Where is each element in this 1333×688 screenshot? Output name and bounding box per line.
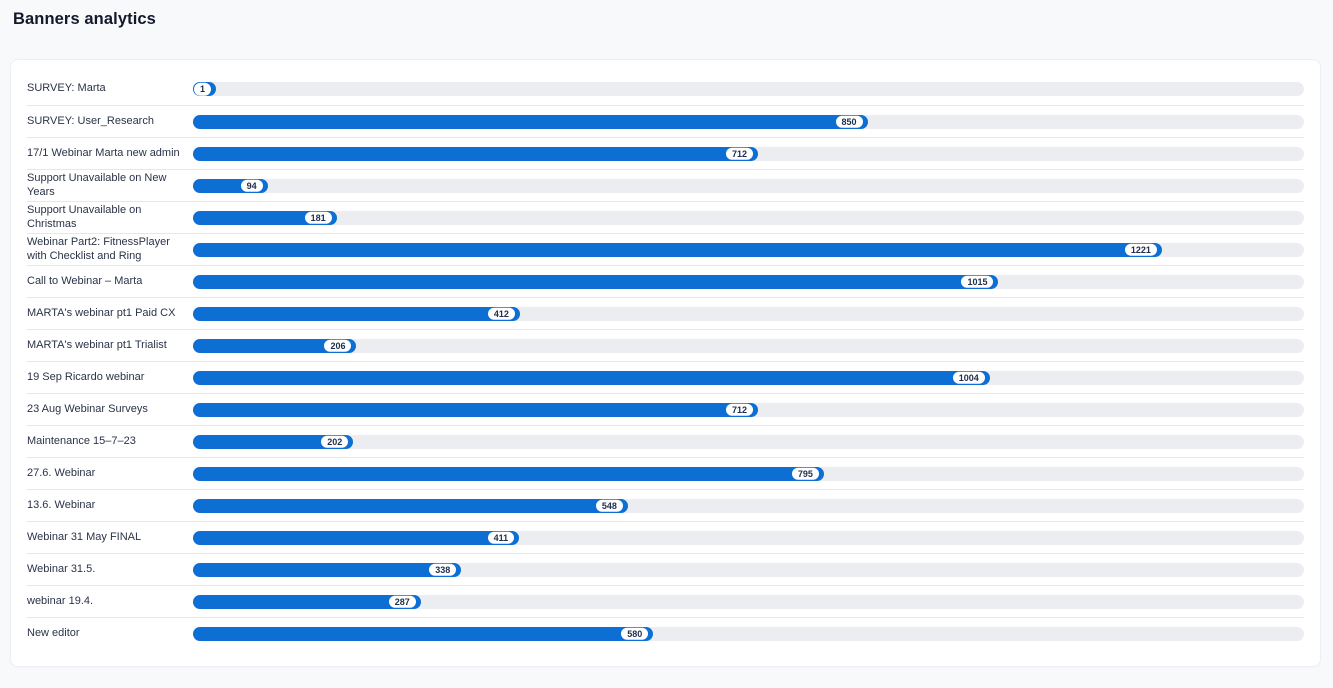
- bar-track: 1015: [193, 274, 1304, 289]
- bar[interactable]: 181: [193, 210, 337, 225]
- banner-row: Support Unavailable on Christmas 181: [27, 201, 1304, 233]
- value-badge: 580: [621, 627, 649, 640]
- bar-track: 1: [193, 82, 1304, 96]
- bar[interactable]: 850: [193, 114, 868, 129]
- bar-track: 712: [193, 146, 1304, 161]
- banner-label: 23 Aug Webinar Surveys: [27, 402, 148, 415]
- banner-row: 13.6. Webinar 548: [27, 489, 1304, 521]
- banner-row: Call to Webinar – Marta 1015: [27, 265, 1304, 297]
- bar-track: 1004: [193, 370, 1304, 385]
- value-badge: 1015: [961, 275, 994, 288]
- banner-label: Support Unavailable on Christmas: [27, 203, 142, 230]
- bar-track: 1221: [193, 242, 1304, 257]
- value-badge: 338: [429, 563, 457, 576]
- banner-label: Webinar 31.5.: [27, 562, 96, 575]
- banner-row: Webinar Part2: FitnessPlayer with Checkl…: [27, 233, 1304, 265]
- value-badge: 206: [324, 339, 352, 352]
- bar-track: 206: [193, 338, 1304, 353]
- page-header: Banners analytics: [0, 0, 1333, 38]
- banner-label: Webinar Part2: FitnessPlayer with Checkl…: [27, 235, 170, 262]
- bar-track: 580: [193, 626, 1304, 641]
- value-badge: 1221: [1124, 243, 1157, 256]
- banner-row: Maintenance 15–7–23 202: [27, 425, 1304, 457]
- banners-analytics-card: SURVEY: Marta 1 SURVEY: User_Research 85…: [10, 59, 1321, 667]
- banner-label: MARTA's webinar pt1 Trialist: [27, 338, 167, 351]
- bar-track: 548: [193, 498, 1304, 513]
- banner-label: 19 Sep Ricardo webinar: [27, 370, 145, 383]
- banner-label: Support Unavailable on New Years: [27, 171, 167, 198]
- banner-label: webinar 19.4.: [27, 594, 94, 607]
- bar[interactable]: 580: [193, 626, 654, 641]
- bar[interactable]: 338: [193, 562, 462, 577]
- bar[interactable]: 287: [193, 594, 421, 609]
- banner-label: 27.6. Webinar: [27, 466, 96, 479]
- bar[interactable]: 1015: [193, 274, 999, 289]
- value-badge: 1: [193, 82, 211, 96]
- bar-track: 850: [193, 114, 1304, 129]
- bar[interactable]: 411: [193, 530, 520, 545]
- banner-label: MARTA's webinar pt1 Paid CX: [27, 306, 176, 319]
- bar-chart: SURVEY: Marta 1 SURVEY: User_Research 85…: [27, 73, 1304, 649]
- bar[interactable]: 202: [193, 434, 354, 449]
- bar-track: 287: [193, 594, 1304, 609]
- banner-label: SURVEY: Marta: [27, 82, 106, 95]
- banner-label: SURVEY: User_Research: [27, 114, 154, 127]
- value-badge: 412: [487, 307, 515, 320]
- bar[interactable]: 712: [193, 146, 759, 161]
- banner-row: Webinar 31.5. 338: [27, 553, 1304, 585]
- banner-row: New editor 580: [27, 617, 1304, 649]
- value-badge: 712: [725, 403, 754, 416]
- banner-row: Webinar 31 May FINAL 411: [27, 521, 1304, 553]
- banner-label: 13.6. Webinar: [27, 498, 96, 511]
- value-badge: 94: [240, 179, 263, 192]
- page-title: Banners analytics: [13, 10, 156, 28]
- value-badge: 181: [304, 211, 332, 224]
- banner-row: Support Unavailable on New Years 94: [27, 169, 1304, 201]
- banner-row: SURVEY: User_Research 850: [27, 105, 1304, 137]
- bar[interactable]: 712: [193, 402, 759, 417]
- banner-label: New editor: [27, 626, 80, 639]
- bar[interactable]: 548: [193, 498, 628, 513]
- banner-row: 17/1 Webinar Marta new admin 712: [27, 137, 1304, 169]
- bar[interactable]: 1: [193, 82, 216, 96]
- bar[interactable]: 412: [193, 306, 520, 321]
- banner-label: Webinar 31 May FINAL: [27, 530, 142, 543]
- banner-row: 23 Aug Webinar Surveys 712: [27, 393, 1304, 425]
- value-badge: 850: [835, 115, 863, 128]
- bar-track: 412: [193, 306, 1304, 321]
- banner-row: MARTA's webinar pt1 Paid CX 412: [27, 297, 1304, 329]
- bar-track: 181: [193, 210, 1304, 225]
- value-badge: 548: [595, 499, 623, 512]
- banner-label: Call to Webinar – Marta: [27, 274, 143, 287]
- banner-row: SURVEY: Marta 1: [27, 73, 1304, 105]
- banner-label: 17/1 Webinar Marta new admin: [27, 146, 180, 159]
- banner-label: Maintenance 15–7–23: [27, 434, 136, 447]
- banner-row: 19 Sep Ricardo webinar 1004: [27, 361, 1304, 393]
- banner-row: MARTA's webinar pt1 Trialist 206: [27, 329, 1304, 361]
- value-badge: 795: [791, 467, 819, 480]
- bar[interactable]: 795: [193, 466, 824, 481]
- value-badge: 411: [487, 531, 515, 544]
- banner-row: webinar 19.4. 287: [27, 585, 1304, 617]
- value-badge: 712: [725, 147, 754, 160]
- bar-track: 202: [193, 434, 1304, 449]
- banner-row: 27.6. Webinar 795: [27, 457, 1304, 489]
- bar[interactable]: 1221: [193, 242, 1162, 257]
- bar[interactable]: 1004: [193, 370, 990, 385]
- bar[interactable]: 94: [193, 178, 268, 193]
- bar-track: 795: [193, 466, 1304, 481]
- value-badge: 1004: [952, 371, 985, 384]
- value-badge: 202: [321, 435, 349, 448]
- value-badge: 287: [388, 595, 416, 608]
- bar-track: 712: [193, 402, 1304, 417]
- bar[interactable]: 206: [193, 338, 357, 353]
- bar-track: 94: [193, 178, 1304, 193]
- bar-track: 411: [193, 530, 1304, 545]
- bar-track: 338: [193, 562, 1304, 577]
